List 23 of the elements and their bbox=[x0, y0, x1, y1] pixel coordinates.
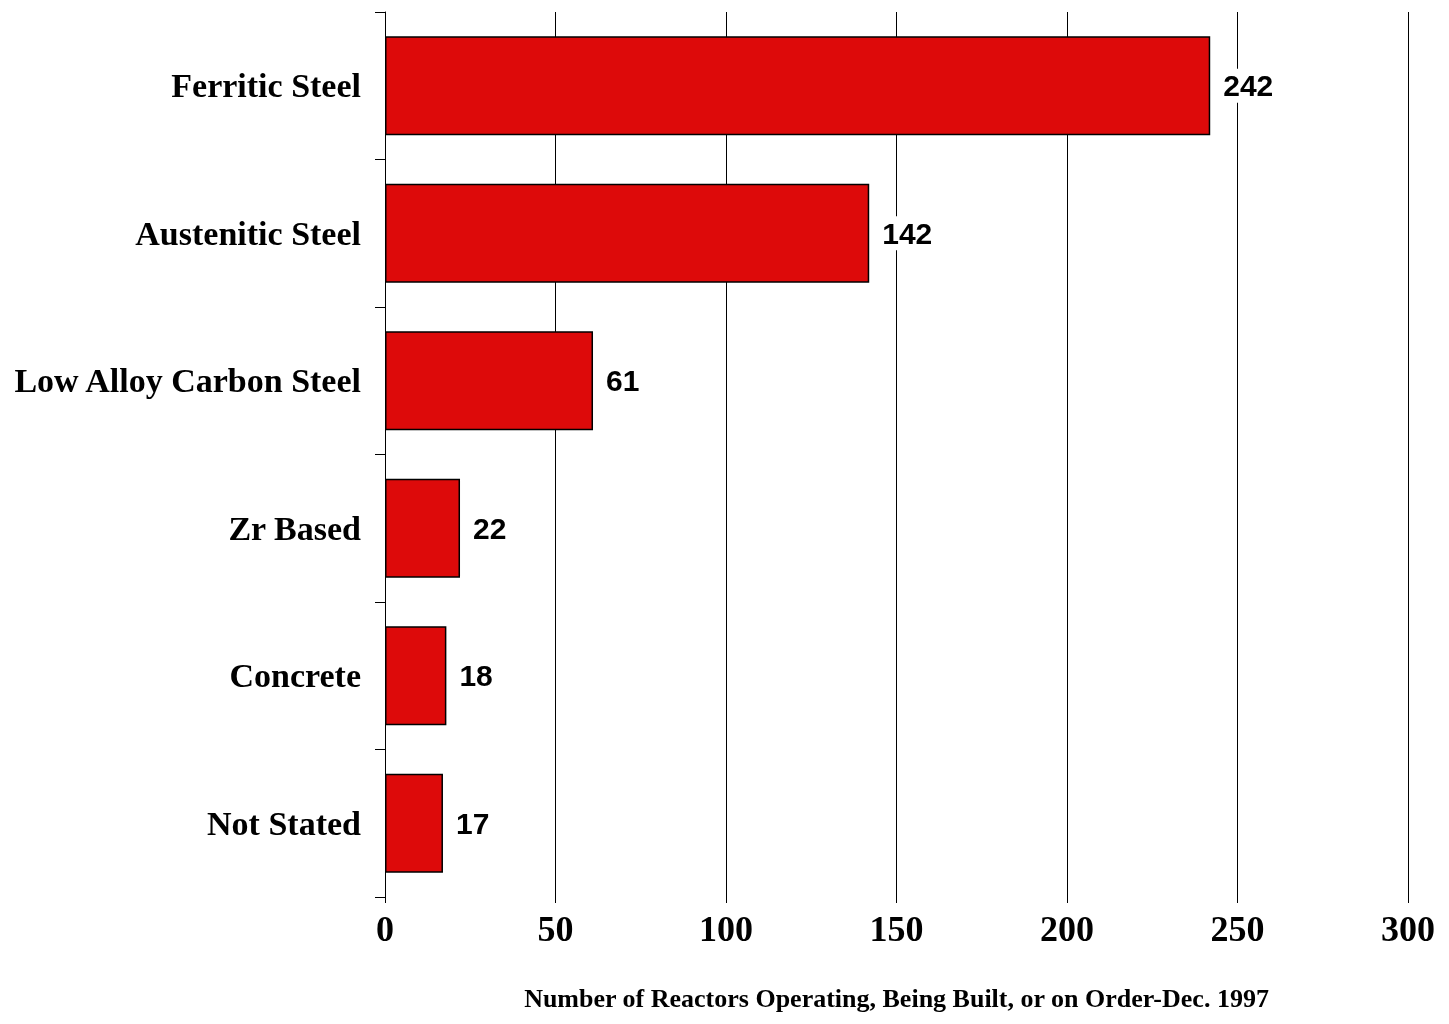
bar bbox=[385, 478, 461, 578]
x-tick-label: 200 bbox=[1040, 909, 1094, 949]
x-tick-label: 50 bbox=[537, 909, 574, 949]
y-tick-label: Not Stated bbox=[207, 804, 362, 842]
x-tick-label: 150 bbox=[869, 909, 924, 949]
data-label: 142 bbox=[882, 216, 933, 250]
x-tick-label: 250 bbox=[1210, 909, 1265, 949]
bar bbox=[385, 626, 447, 726]
data-label: 17 bbox=[455, 806, 490, 840]
y-tick-label: Zr Based bbox=[228, 509, 362, 547]
x-tick-label: 0 bbox=[376, 909, 394, 949]
y-tick-label: Low Alloy Carbon Steel bbox=[14, 362, 361, 400]
bar bbox=[385, 773, 443, 873]
x-axis-title: Number of Reactors Operating, Being Built, or on Order-Dec. 1997 bbox=[524, 983, 1269, 1013]
y-tick-label: Austenitic Steel bbox=[135, 214, 361, 252]
data-label: 18 bbox=[459, 659, 493, 693]
data-label: 242 bbox=[1223, 69, 1274, 103]
x-tick-label: 100 bbox=[699, 909, 753, 949]
y-tick-label: Concrete bbox=[229, 657, 361, 695]
data-label: 22 bbox=[473, 511, 507, 545]
y-tick-label: Ferritic Steel bbox=[171, 67, 361, 105]
x-tick-label: 300 bbox=[1381, 909, 1435, 949]
data-label: 61 bbox=[606, 364, 640, 398]
